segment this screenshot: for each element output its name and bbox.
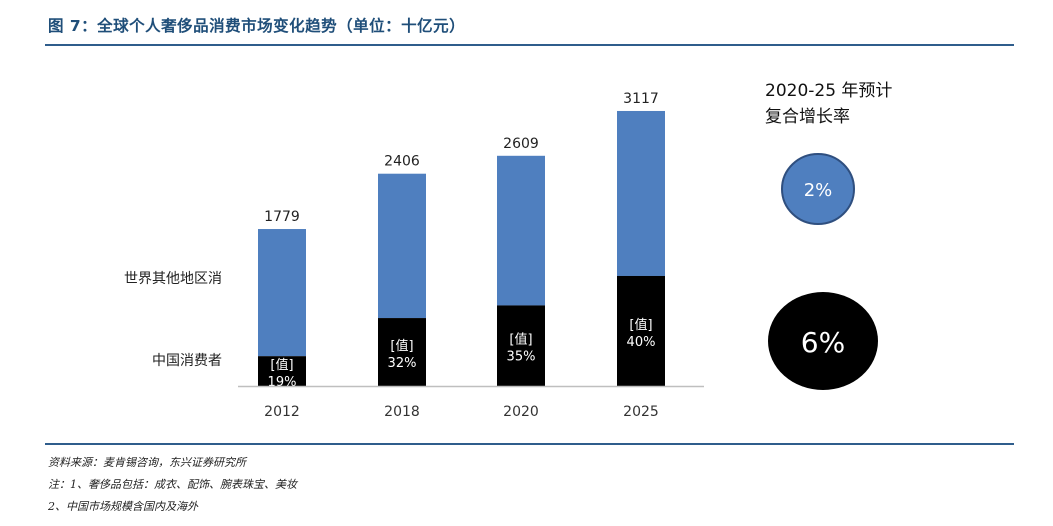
source-note: 资料来源：麦肯锡咨询，东兴证券研究所 (48, 456, 246, 469)
china-placeholder-label: [值] (270, 357, 293, 373)
bar-rest-of-world (497, 155, 545, 306)
cagr-rest-bubble (781, 153, 855, 225)
footer-notes: 资料来源：麦肯锡咨询，东兴证券研究所 注：1、奢侈品包括：成衣、配饰、腕表珠宝、… (48, 452, 297, 518)
bar-rest-of-world (258, 229, 306, 357)
bar-china (378, 318, 426, 386)
cagr-rest-value: 2% (804, 180, 833, 201)
china-share-label: 40% (627, 335, 656, 350)
bar-china (617, 275, 665, 386)
bar-total-label: 2406 (384, 154, 420, 170)
bar-rest-of-world (617, 110, 665, 276)
footnote-2: 2、中国市场规模含国内及海外 (48, 500, 198, 513)
china-share-label: 35% (507, 350, 536, 365)
cagr-china-bubble (768, 292, 878, 390)
legend-china: 中国消费者 (152, 353, 222, 369)
x-tick-label: 2020 (503, 404, 539, 420)
x-tick-label: 2012 (264, 404, 300, 420)
bar-china (497, 305, 545, 386)
footer-divider (45, 443, 1014, 445)
footnote-1: 注：1、奢侈品包括：成衣、配饰、腕表珠宝、美妆 (48, 478, 297, 491)
china-placeholder-label: [值] (390, 338, 413, 354)
x-tick-label: 2025 (623, 404, 659, 420)
cagr-heading: 2020-25 年预计 复合增长率 (765, 78, 892, 130)
china-placeholder-label: [值] (509, 332, 532, 348)
title-divider (45, 44, 1014, 46)
china-share-label: 19% (268, 375, 297, 390)
bar-rest-of-world (378, 173, 426, 319)
cagr-heading-line1: 2020-25 年预计 (765, 81, 893, 101)
figure-title: 图 7：全球个人奢侈品消费市场变化趋势（单位：十亿元） (48, 17, 466, 35)
china-share-label: 32% (388, 356, 417, 371)
cagr-heading-line2: 复合增长率 (765, 107, 850, 127)
bar-china (258, 356, 306, 386)
legend-rest-of-world: 世界其他地区消 (124, 271, 222, 287)
bar-total-label: 3117 (623, 91, 659, 107)
bar-total-label: 1779 (264, 209, 300, 225)
cagr-china-value: 6% (801, 326, 845, 359)
china-placeholder-label: [值] (629, 317, 652, 333)
x-tick-label: 2018 (384, 404, 420, 420)
bar-total-label: 2609 (503, 136, 539, 152)
